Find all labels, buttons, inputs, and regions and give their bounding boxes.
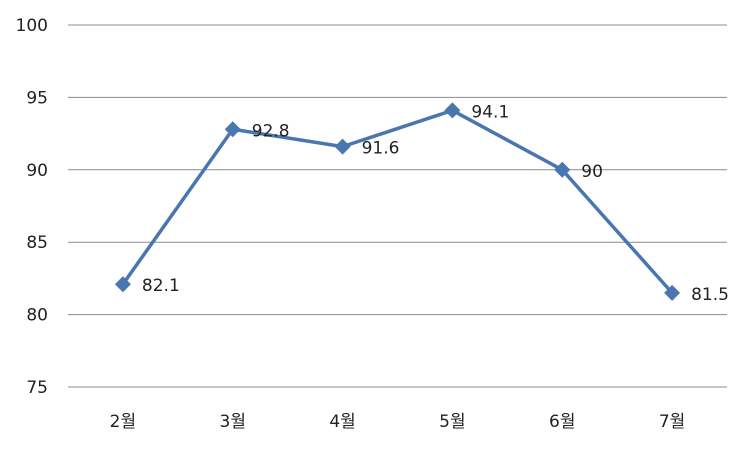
data-point-marker	[664, 284, 681, 301]
y-tick-label: 100	[16, 16, 48, 36]
data-point-markers	[114, 102, 681, 301]
y-axis-tick-labels: 75 80 85 90 95 100	[16, 16, 48, 398]
series-line	[121, 108, 674, 295]
x-tick-label: 2월	[110, 412, 136, 432]
data-label: 91.6	[362, 139, 400, 159]
data-point-marker	[224, 121, 241, 138]
y-tick-label: 90	[26, 161, 48, 181]
data-label: 90	[581, 162, 603, 182]
x-tick-label: 4월	[329, 412, 355, 432]
data-labels: 82.1 92.8 91.6 94.1 90 81.5	[142, 102, 729, 304]
data-point-marker	[444, 102, 461, 119]
data-label: 92.8	[252, 121, 290, 141]
data-point-marker	[114, 276, 131, 293]
data-label: 82.1	[142, 276, 180, 296]
data-label: 81.5	[691, 285, 729, 305]
y-tick-label: 85	[26, 233, 48, 253]
gridlines	[68, 24, 727, 388]
data-point-marker	[554, 161, 571, 178]
x-tick-label: 7월	[659, 412, 685, 432]
x-tick-label: 5월	[439, 412, 465, 432]
x-tick-label: 3월	[220, 412, 246, 432]
y-tick-label: 75	[26, 378, 48, 398]
y-tick-label: 80	[26, 306, 48, 326]
x-tick-label: 6월	[549, 412, 575, 432]
data-label: 94.1	[471, 102, 509, 122]
x-axis-tick-labels: 2월 3월 4월 5월 6월 7월	[110, 412, 686, 432]
y-tick-label: 95	[26, 88, 48, 108]
data-point-marker	[334, 138, 351, 155]
